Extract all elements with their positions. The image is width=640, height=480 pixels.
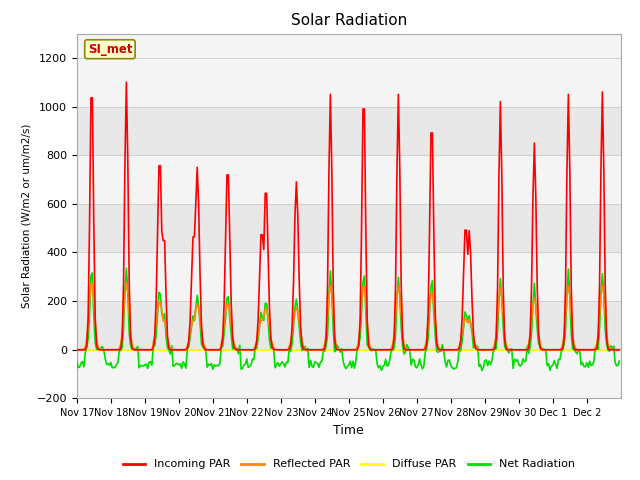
Incoming PAR: [92, 315, 99, 321]
Net Radiation: [73, 359, 81, 365]
Diffuse PAR: [611, 347, 619, 353]
Net Radiation: [478, 368, 486, 373]
Line: Reflected PAR: Reflected PAR: [77, 283, 620, 350]
Reflected PAR: [353, 344, 361, 350]
Bar: [77, 301, 621, 350]
Incoming PAR: [461, 227, 469, 233]
Net Radiation: [614, 362, 622, 368]
Incoming PAR: [353, 347, 361, 352]
Reflected PAR: [616, 347, 623, 353]
Diffuse PAR: [92, 347, 99, 353]
Bar: [77, 107, 621, 155]
Legend: Incoming PAR, Reflected PAR, Diffuse PAR, Net Radiation: Incoming PAR, Reflected PAR, Diffuse PAR…: [118, 455, 579, 474]
Net Radiation: [92, 340, 99, 346]
Bar: [77, 155, 621, 204]
Bar: [77, 350, 621, 398]
Reflected PAR: [461, 316, 469, 322]
X-axis label: Time: Time: [333, 424, 364, 437]
Incoming PAR: [542, 347, 550, 353]
Title: Solar Radiation: Solar Radiation: [291, 13, 407, 28]
Diffuse PAR: [616, 347, 623, 353]
Net Radiation: [122, 265, 130, 271]
Net Radiation: [461, 309, 469, 315]
Reflected PAR: [612, 347, 620, 353]
Incoming PAR: [73, 347, 81, 353]
Reflected PAR: [122, 280, 130, 286]
Incoming PAR: [108, 347, 116, 353]
Net Radiation: [616, 358, 623, 364]
Incoming PAR: [122, 79, 130, 85]
Diffuse PAR: [540, 347, 548, 353]
Text: SI_met: SI_met: [88, 43, 132, 56]
Diffuse PAR: [352, 347, 360, 353]
Bar: [77, 58, 621, 107]
Net Radiation: [108, 365, 116, 371]
Line: Incoming PAR: Incoming PAR: [77, 82, 620, 350]
Net Radiation: [543, 362, 551, 368]
Reflected PAR: [542, 347, 550, 353]
Diffuse PAR: [108, 347, 116, 353]
Bar: [77, 204, 621, 252]
Diffuse PAR: [460, 347, 467, 353]
Incoming PAR: [612, 347, 620, 353]
Diffuse PAR: [73, 347, 81, 353]
Net Radiation: [353, 345, 361, 350]
Reflected PAR: [73, 347, 81, 353]
Bar: [77, 252, 621, 301]
Y-axis label: Solar Radiation (W/m2 or um/m2/s): Solar Radiation (W/m2 or um/m2/s): [21, 124, 31, 308]
Incoming PAR: [616, 347, 623, 353]
Reflected PAR: [92, 321, 99, 326]
Line: Net Radiation: Net Radiation: [77, 268, 620, 371]
Reflected PAR: [108, 347, 116, 353]
